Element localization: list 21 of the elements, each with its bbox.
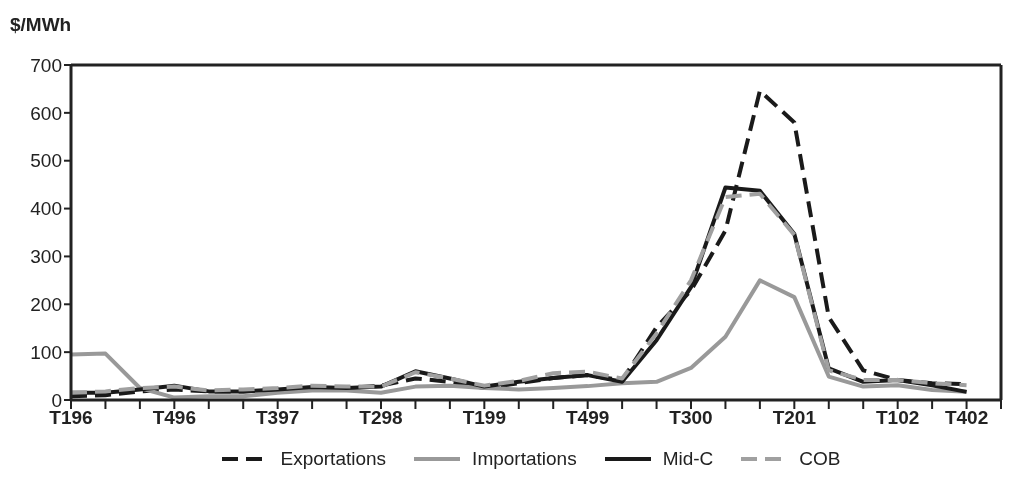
y-tick-label: 100 (30, 341, 62, 363)
y-tick-label: 500 (30, 150, 62, 172)
x-tick-label: T402 (944, 407, 989, 429)
x-tick-label: T496 (152, 407, 196, 429)
x-tick-label: T298 (359, 407, 403, 429)
y-tick-label: 200 (30, 294, 62, 316)
x-tick-label: T201 (772, 407, 817, 429)
x-tick-label: T102 (876, 407, 920, 429)
y-tick-label: 300 (30, 246, 62, 268)
x-tick-label: T199 (462, 407, 506, 429)
legend-label: Mid-C (662, 448, 714, 470)
legend-label: Exportations (280, 448, 387, 470)
y-axis-title: $/MWh (10, 14, 72, 36)
x-tick-label: T397 (256, 407, 300, 429)
x-tick-label: T499 (566, 407, 610, 429)
x-tick-label: T300 (669, 407, 713, 429)
y-tick-label: 700 (30, 54, 62, 76)
legend-label: COB (799, 448, 841, 470)
y-tick-label: 600 (30, 102, 62, 124)
y-tick-label: 400 (30, 198, 62, 220)
legend-label: Importations (472, 448, 577, 470)
